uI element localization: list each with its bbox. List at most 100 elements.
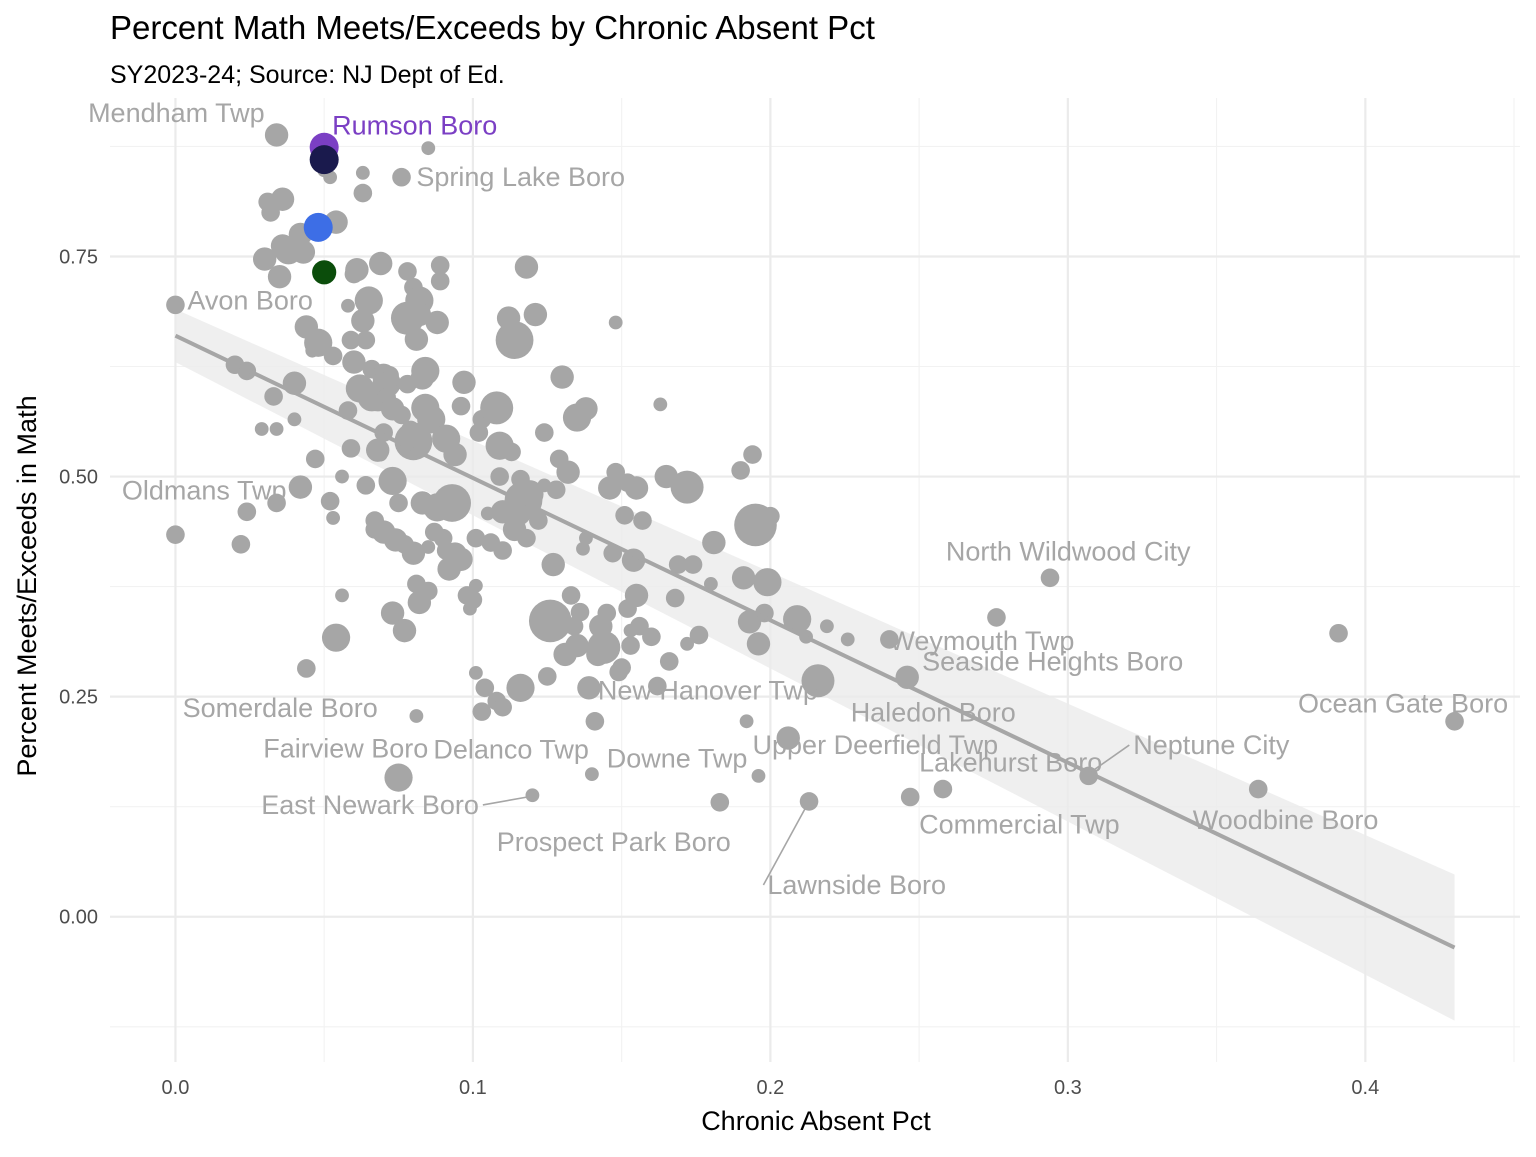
data-point <box>254 422 269 436</box>
data-point <box>264 387 283 406</box>
y-axis-ticks: 0.00 0.25 0.50 0.75 <box>59 246 98 928</box>
x-tick-label: 0.3 <box>1054 1077 1082 1099</box>
point-label: New Hanover Twp <box>598 675 818 705</box>
data-point <box>270 187 295 211</box>
data-point <box>584 767 599 782</box>
data-point <box>288 475 313 499</box>
x-axis-title: Chronic Absent Pct <box>701 1106 931 1136</box>
point-label: Ocean Gate Boro <box>1298 689 1508 719</box>
data-point <box>880 630 899 649</box>
trend-line-group <box>174 333 1456 950</box>
data-point <box>1248 779 1268 799</box>
data-point <box>354 286 383 315</box>
point-labels: Rumson Boro Mendham Twp Spring Lake Boro Av… <box>88 98 1508 900</box>
data-point <box>587 630 621 664</box>
data-point <box>373 447 388 462</box>
data-point <box>269 422 284 436</box>
data-point <box>297 659 316 678</box>
data-point <box>689 625 709 645</box>
data-point <box>597 603 617 623</box>
label-leader <box>762 801 810 886</box>
data-point <box>535 423 554 442</box>
data-point <box>648 676 667 696</box>
chart-subtitle: SY2023-24; Source: NJ Dept of Ed. <box>110 61 505 89</box>
data-point <box>680 636 694 651</box>
highlight-point <box>303 212 333 242</box>
data-point <box>933 779 953 799</box>
data-point <box>341 298 355 313</box>
data-point <box>624 583 649 608</box>
data-point <box>987 608 1006 627</box>
data-point <box>304 328 333 357</box>
data-point <box>528 599 572 643</box>
data-point <box>384 763 413 792</box>
data-point <box>577 676 601 700</box>
data-point <box>633 511 652 530</box>
data-point <box>615 505 634 525</box>
data-point <box>356 330 376 350</box>
data-point <box>231 535 251 554</box>
data-point <box>355 165 370 180</box>
x-tick-label: 0.4 <box>1351 1077 1379 1099</box>
data-point <box>761 506 780 526</box>
y-tick-label: 0.25 <box>59 687 98 709</box>
data-point <box>443 442 467 467</box>
data-point <box>556 460 580 484</box>
data-point <box>502 442 521 462</box>
point-label: Prospect Park Boro <box>497 827 731 857</box>
data-point <box>166 525 185 544</box>
data-point <box>537 667 557 686</box>
data-point <box>475 678 495 698</box>
data-point <box>345 257 369 282</box>
data-point <box>320 491 340 511</box>
point-label: North Wildwood City <box>946 536 1191 566</box>
data-point <box>463 590 483 610</box>
data-point <box>561 586 581 605</box>
x-tick-label: 0.2 <box>756 1077 784 1099</box>
data-point <box>783 605 812 634</box>
highlight-point <box>309 145 339 175</box>
y-tick-label: 0.75 <box>59 246 98 268</box>
label-leader <box>1091 744 1130 773</box>
data-point <box>624 476 649 500</box>
data-point <box>380 601 405 625</box>
data-point <box>466 528 486 548</box>
point-label: Spring Lake Boro <box>416 162 625 192</box>
data-point <box>1329 623 1348 643</box>
data-point <box>291 240 316 264</box>
data-point <box>287 412 302 427</box>
point-label: Mendham Twp <box>88 98 265 128</box>
data-point <box>529 511 548 530</box>
data-point <box>550 365 574 389</box>
data-point <box>703 577 718 591</box>
data-point <box>710 792 730 812</box>
point-label: Oldmans Twp <box>122 476 287 506</box>
point-label: Weymouth Twp <box>889 626 1074 656</box>
data-point <box>166 295 185 315</box>
data-point <box>335 469 349 484</box>
data-point <box>407 302 432 327</box>
data-point <box>389 493 408 513</box>
data-point <box>776 726 800 750</box>
data-point <box>900 787 920 807</box>
point-label: Delanco Twp <box>433 734 589 764</box>
y-tick-label: 0.50 <box>59 467 98 489</box>
data-point <box>411 356 440 386</box>
x-tick-label: 0.0 <box>162 1077 190 1099</box>
data-point <box>409 709 424 723</box>
label-leaders <box>482 744 1130 886</box>
data-point <box>237 502 257 522</box>
data-point <box>335 588 349 603</box>
data-point <box>683 555 703 574</box>
data-point <box>341 330 361 350</box>
data-point <box>264 123 289 147</box>
data-point <box>418 581 438 601</box>
data-point <box>451 396 471 416</box>
data-point <box>525 788 540 803</box>
data-point <box>468 578 483 593</box>
data-point <box>731 566 756 590</box>
data-point <box>606 462 625 482</box>
data-point <box>417 405 446 434</box>
point-label: Seaside Heights Boro <box>922 646 1183 676</box>
